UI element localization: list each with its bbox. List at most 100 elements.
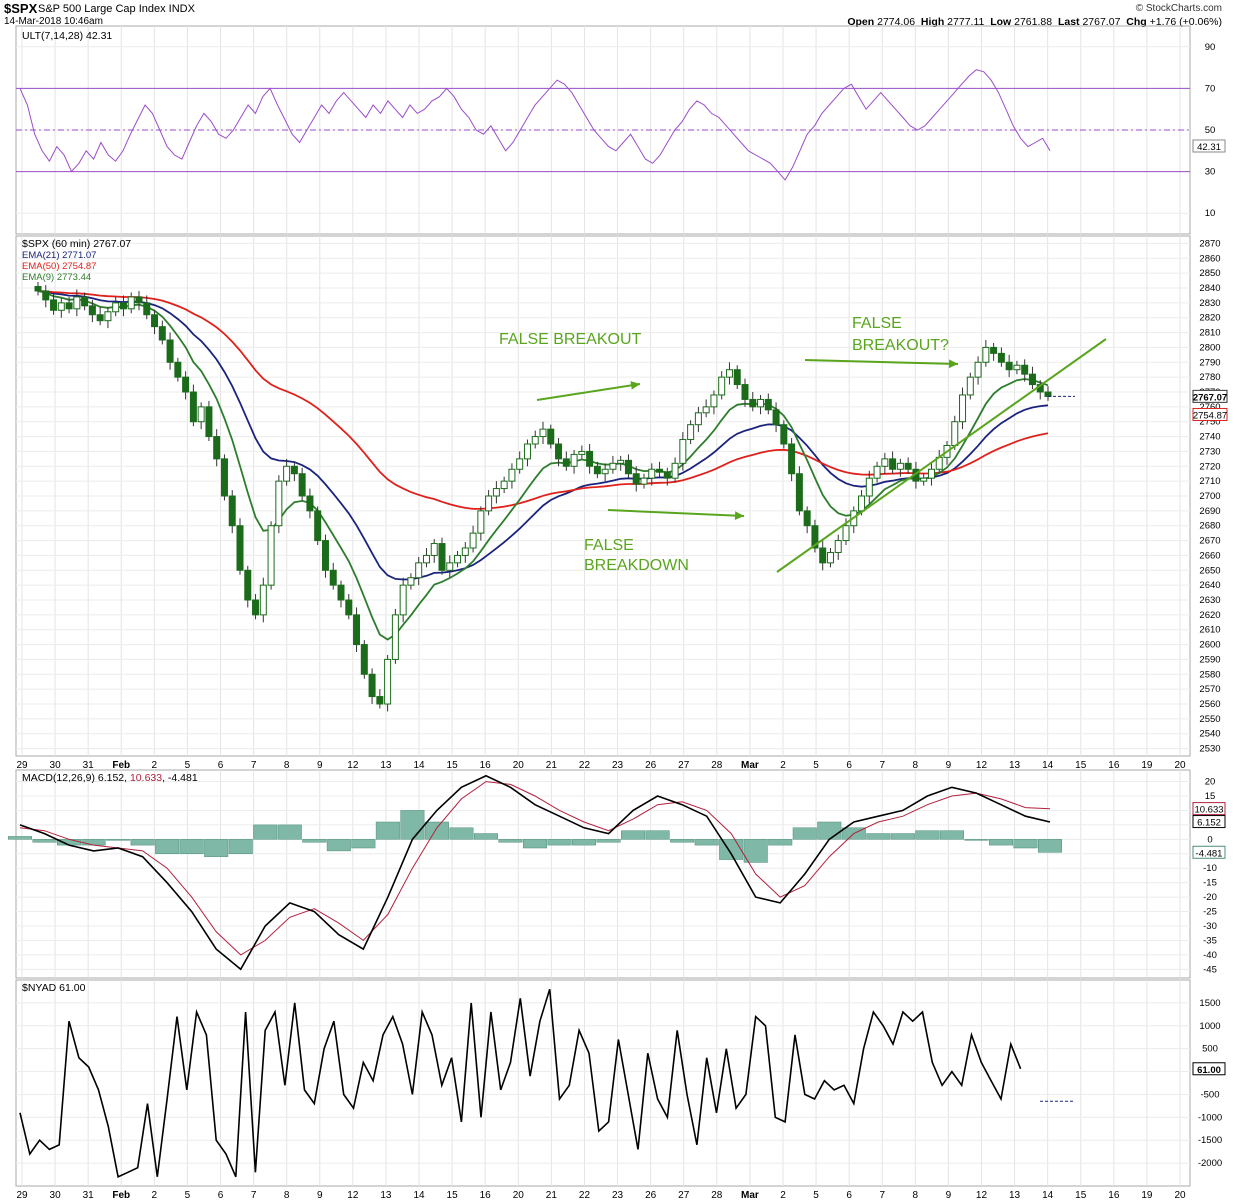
- macd-histogram-bar: [866, 833, 891, 840]
- candle-body: [795, 473, 803, 512]
- high-label: High: [920, 16, 945, 28]
- candle-body: [143, 302, 151, 316]
- x-tick-label: 9: [317, 760, 323, 771]
- candle-body: [438, 543, 446, 571]
- candle-body: [982, 346, 990, 363]
- candle-body: [578, 450, 586, 455]
- macd-last-box: [1192, 815, 1226, 829]
- macd-histogram-bar: [204, 839, 229, 857]
- candle-body: [290, 465, 298, 475]
- candle-body: [104, 311, 112, 322]
- y-tick-label: 2600: [1199, 640, 1220, 651]
- macd-histogram-bar: [302, 839, 327, 843]
- candle-body: [687, 424, 695, 441]
- y-tick-label: 2650: [1199, 565, 1220, 576]
- y-tick-label: 2860: [1199, 253, 1220, 264]
- symbol-label: $SPX: [4, 1, 38, 16]
- candle-body: [119, 302, 127, 310]
- x-tick-label: 9: [317, 1190, 323, 1201]
- x-tick-label: Mar: [741, 1190, 759, 1201]
- x-tick-label: 13: [1009, 1190, 1021, 1201]
- macd-histogram-bar: [32, 839, 57, 843]
- y-tick-label: 2660: [1199, 550, 1220, 561]
- candle-body: [725, 369, 733, 378]
- candle-body: [663, 471, 671, 479]
- x-tick-label: 20: [513, 760, 525, 771]
- macd-histogram-bar: [572, 839, 597, 846]
- low-label: Low: [990, 16, 1012, 28]
- macd-histogram-bar: [645, 830, 670, 840]
- y-tick-label: 2820: [1199, 313, 1220, 324]
- macd-histogram-bar: [81, 839, 106, 846]
- x-tick-label: 23: [612, 1190, 624, 1201]
- candle-body: [267, 525, 275, 586]
- candle-body: [974, 361, 982, 378]
- y-tick-label: 2760: [1199, 402, 1220, 413]
- candle-body: [772, 409, 780, 426]
- candle-body: [430, 543, 438, 556]
- y-tick-label: 2680: [1199, 521, 1220, 532]
- candle-body: [454, 554, 462, 564]
- macd-title: MACD(12,26,9) 6.152, 10.633, -4.481: [22, 772, 198, 784]
- x-tick-label: 12: [976, 1190, 988, 1201]
- candle-body: [811, 525, 819, 549]
- macd-histogram-bar: [522, 839, 548, 849]
- macd-histogram-bar: [106, 839, 131, 841]
- candle-body: [508, 468, 516, 482]
- candle-body: [904, 462, 912, 470]
- candle-body: [547, 428, 555, 445]
- candle-body: [127, 296, 135, 310]
- candle-body: [1044, 391, 1052, 397]
- last-value: 2767.07: [1082, 16, 1121, 28]
- y-tick-label: 2870: [1199, 238, 1220, 249]
- candle-body: [368, 673, 376, 698]
- x-tick-label: 14: [1042, 1190, 1054, 1201]
- ema-9-line: [37, 290, 1049, 641]
- macd-histogram-bar: [179, 839, 204, 855]
- price-last-box: [1192, 389, 1228, 403]
- x-tick-label: 2: [780, 1190, 786, 1201]
- candle-body: [236, 525, 244, 571]
- macd-histogram-bar: [277, 824, 302, 840]
- y-tick-label: -35: [1203, 935, 1217, 946]
- x-tick-label: 15: [447, 760, 459, 771]
- macd-histogram-bar: [1037, 839, 1063, 853]
- candle-body: [321, 540, 329, 571]
- candle-body: [624, 459, 632, 475]
- x-tick-label: 29: [16, 1190, 28, 1201]
- candle-body: [920, 477, 928, 482]
- candle-body: [896, 462, 904, 470]
- false-breakdown-arrow-shaft: [607, 509, 745, 517]
- x-tick-label: 14: [413, 1190, 425, 1201]
- x-tick-label: 9: [946, 1190, 952, 1201]
- macd-histogram-bar: [498, 839, 523, 843]
- last-label: Last: [1057, 16, 1080, 28]
- y-tick-label: 2590: [1199, 654, 1220, 665]
- candle-body: [788, 443, 796, 475]
- y-tick-label: 2840: [1199, 283, 1220, 294]
- candle-body: [158, 326, 166, 341]
- y-tick-label: 2710: [1199, 476, 1220, 487]
- y-tick-label: 2580: [1199, 669, 1220, 680]
- candle-body: [1013, 364, 1021, 371]
- x-tick-label: 16: [1108, 1190, 1120, 1201]
- candle-body: [283, 465, 291, 482]
- x-tick-label: 20: [1174, 760, 1186, 771]
- y-tick-label: 2740: [1199, 432, 1220, 443]
- y-tick-label: 1500: [1199, 998, 1220, 1009]
- candle-body: [197, 406, 205, 423]
- candle-body: [640, 477, 648, 485]
- candle-body: [151, 314, 159, 328]
- candle-body: [112, 302, 120, 313]
- y-tick-label: -25: [1203, 907, 1217, 918]
- candle-body: [34, 286, 42, 292]
- candle-body: [927, 468, 935, 479]
- candle-body: [360, 644, 368, 675]
- candle-body: [174, 361, 182, 378]
- y-tick-label: 2780: [1199, 372, 1220, 383]
- x-tick-label: 15: [447, 1190, 459, 1201]
- x-tick-label: 7: [251, 760, 257, 771]
- macd-histogram-bar: [988, 839, 1013, 846]
- y-tick-label: 2690: [1199, 506, 1220, 517]
- candle-body: [586, 450, 594, 467]
